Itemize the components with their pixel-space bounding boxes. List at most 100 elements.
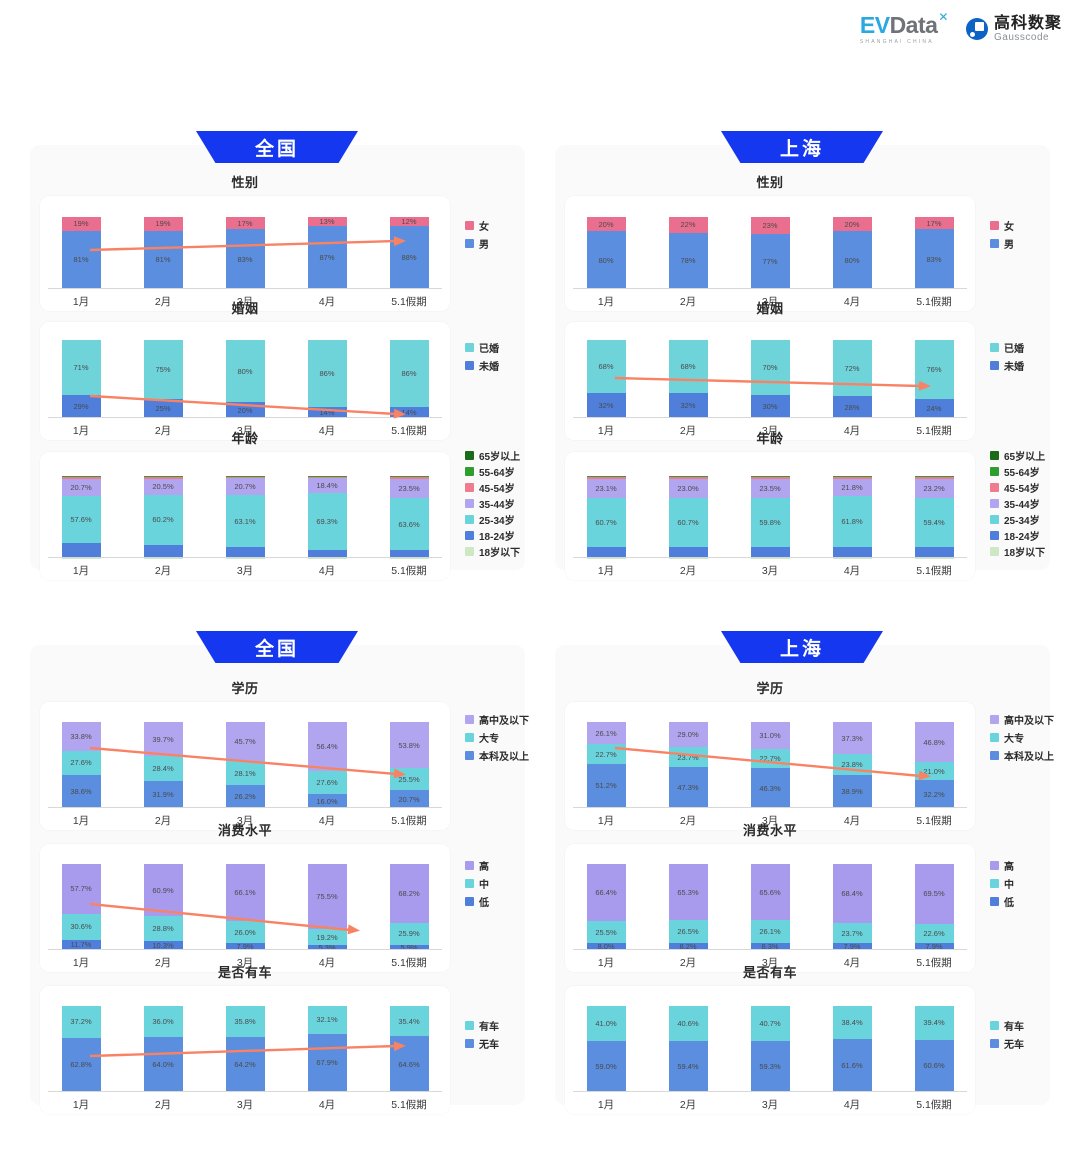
bar-segment[interactable]: 38.4% [832,1006,872,1040]
stacked-bar[interactable]: 40.6% 59.4% [668,1006,708,1092]
stacked-bar[interactable]: 17% 83% [225,217,265,289]
bar-segment[interactable]: 72% [832,340,872,397]
legend-item[interactable]: 45-54岁 [990,480,1045,495]
legend-item[interactable]: 中 [990,876,1014,891]
bar-segment[interactable]: 20% [586,217,626,232]
legend-item[interactable]: 18岁以下 [465,544,520,559]
bar-segment[interactable]: 23.5% [750,478,790,499]
stacked-bar[interactable]: 57.7% 30.6% 11.7% [61,864,101,950]
bar-segment[interactable]: 56.4% [307,722,347,771]
bar-segment[interactable]: 37.2% [61,1006,101,1038]
bar-segment[interactable]: 22.7% [586,744,626,764]
bar-segment[interactable]: 5.9% [389,944,429,950]
bar-segment[interactable]: 32.1% [307,1006,347,1034]
legend-item[interactable]: 18-24岁 [465,528,520,543]
bar-segment[interactable]: 67.9% [307,1033,347,1092]
legend-item[interactable]: 大专 [990,730,1054,745]
bar-segment[interactable]: 39.4% [914,1006,954,1040]
stacked-bar[interactable]: 60.9% 28.8% 10.3% [143,864,183,950]
stacked-bar[interactable]: 23.5% 59.8% [750,476,790,558]
bar-segment[interactable] [832,476,872,479]
bar-segment[interactable]: 20.7% [225,478,265,496]
bar-segment[interactable]: 29.0% [668,722,708,747]
bar-segment[interactable]: 80% [225,340,265,403]
bar-segment[interactable]: 81% [61,230,101,289]
bar-segment[interactable]: 45.7% [225,722,265,762]
stacked-bar[interactable]: 70% 30% [750,340,790,418]
stacked-bar[interactable]: 68% 32% [668,340,708,418]
bar-segment[interactable]: 38.6% [61,774,101,808]
bar-segment[interactable]: 76% [914,340,954,400]
bar-segment[interactable]: 39.7% [143,722,183,757]
legend-item[interactable]: 已婚 [990,340,1024,355]
bar-segment[interactable]: 41.0% [586,1006,626,1042]
bar-segment[interactable]: 60.7% [586,497,626,548]
bar-segment[interactable]: 68% [668,340,708,394]
bar-segment[interactable]: 68.4% [832,864,872,923]
bar-segment[interactable]: 87% [307,226,347,289]
bar-segment[interactable]: 25.5% [586,921,626,944]
stacked-bar[interactable]: 12% 88% [389,217,429,289]
bar-segment[interactable]: 23.7% [832,922,872,944]
bar-segment[interactable]: 7.9% [225,943,265,950]
bar-segment[interactable]: 25.9% [389,922,429,945]
bar-segment[interactable]: 53.8% [389,722,429,769]
bar-segment[interactable]: 80% [586,231,626,289]
bar-segment[interactable]: 75.5% [307,864,347,929]
stacked-bar[interactable]: 68.2% 25.9% 5.9% [389,864,429,950]
bar-segment[interactable]: 35.4% [389,1006,429,1037]
stacked-bar[interactable]: 18.4% 69.3% [307,476,347,558]
stacked-bar[interactable]: 65.6% 26.1% 8.3% [750,864,790,950]
stacked-bar[interactable]: 66.1% 26.0% 7.9% [225,864,265,950]
bar-segment[interactable]: 8.2% [668,942,708,950]
bar-segment[interactable]: 20.7% [389,790,429,808]
bar-segment[interactable]: 64.6% [389,1036,429,1092]
legend-item[interactable]: 本科及以上 [465,748,529,763]
bar-segment[interactable]: 40.7% [750,1006,790,1041]
legend-item[interactable]: 低 [465,894,489,909]
stacked-bar[interactable]: 33.8% 27.6% 38.6% [61,722,101,808]
bar-segment[interactable]: 68.2% [389,864,429,923]
bar-segment[interactable]: 32% [586,393,626,418]
bar-segment[interactable]: 66.4% [586,864,626,922]
bar-segment[interactable]: 30% [750,394,790,418]
bar-segment[interactable] [389,550,429,558]
bar-segment[interactable]: 19.2% [307,928,347,946]
bar-segment[interactable]: 75% [143,340,183,399]
bar-segment[interactable]: 38.9% [832,774,872,808]
bar-segment[interactable]: 28.4% [143,756,183,781]
bar-segment[interactable] [914,477,954,480]
stacked-bar[interactable]: 20.7% 57.6% [61,476,101,558]
bar-segment[interactable]: 32.2% [914,780,954,808]
bar-segment[interactable]: 19% [143,217,183,231]
legend-item[interactable]: 无车 [465,1036,499,1051]
stacked-bar[interactable]: 53.8% 25.5% 20.7% [389,722,429,808]
stacked-bar[interactable]: 21.8% 61.8% [832,476,872,558]
legend-item[interactable]: 已婚 [465,340,499,355]
bar-segment[interactable]: 65.6% [750,864,790,921]
bar-segment[interactable]: 86% [389,340,429,408]
legend-item[interactable]: 未婚 [465,358,499,373]
stacked-bar[interactable]: 41.0% 59.0% [586,1006,626,1092]
bar-segment[interactable]: 10.3% [143,941,183,950]
bar-segment[interactable]: 69.3% [307,493,347,550]
bar-segment[interactable]: 14% [389,407,429,418]
legend-item[interactable]: 大专 [465,730,529,745]
bar-segment[interactable]: 25.5% [389,768,429,791]
legend-item[interactable]: 65岁以上 [465,448,520,463]
legend-item[interactable]: 18-24岁 [990,528,1045,543]
bar-segment[interactable]: 23.2% [914,479,954,499]
bar-segment[interactable]: 21.8% [832,478,872,497]
bar-segment[interactable]: 20.7% [61,478,101,496]
bar-segment[interactable] [389,476,429,479]
bar-segment[interactable]: 40.6% [668,1006,708,1041]
legend-item[interactable]: 本科及以上 [990,748,1054,763]
bar-segment[interactable]: 13% [307,217,347,227]
bar-segment[interactable]: 26.2% [225,785,265,808]
stacked-bar[interactable]: 72% 28% [832,340,872,418]
legend-item[interactable]: 18岁以下 [990,544,1045,559]
stacked-bar[interactable]: 19% 81% [61,217,101,289]
bar-segment[interactable]: 66.1% [225,864,265,921]
bar-segment[interactable]: 57.7% [61,864,101,914]
stacked-bar[interactable]: 23.0% 60.7% [668,476,708,558]
